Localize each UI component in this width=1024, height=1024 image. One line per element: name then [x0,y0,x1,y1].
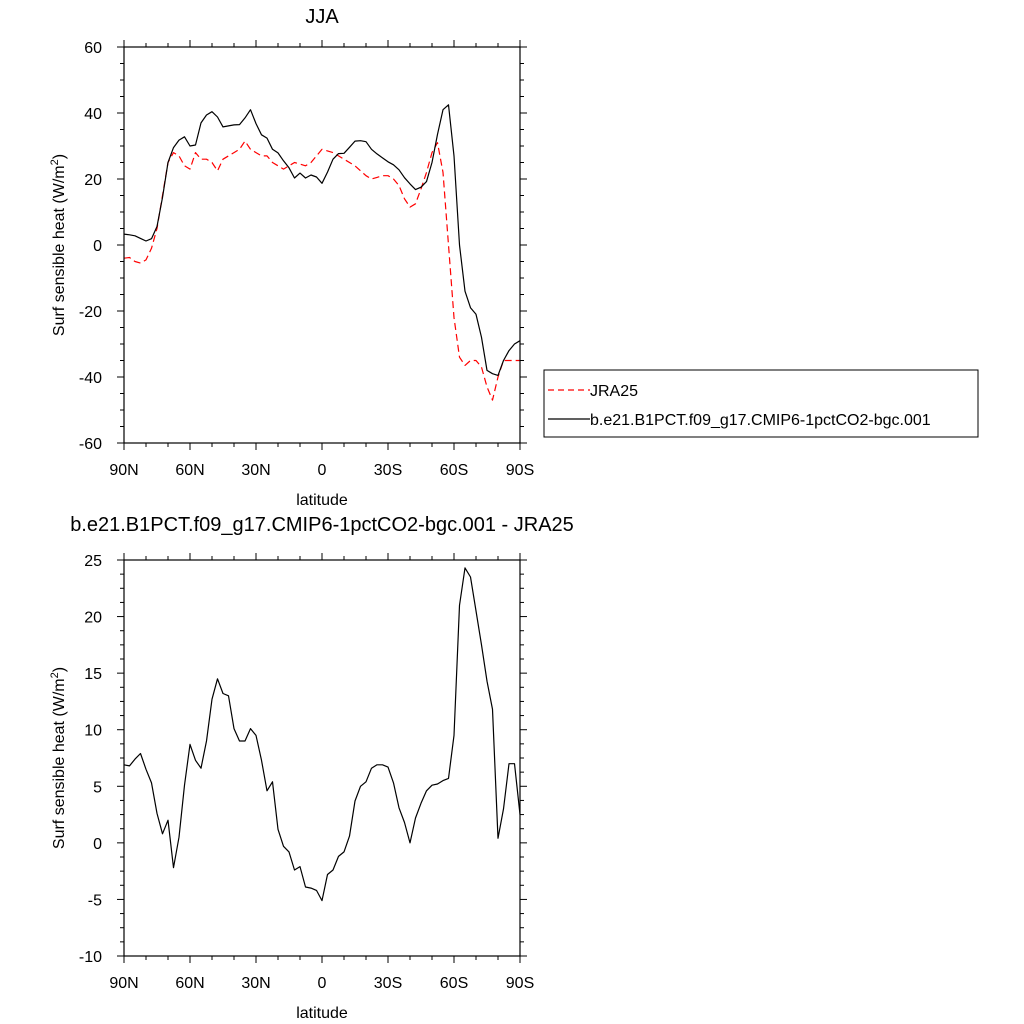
x-tick-label: 30N [241,462,270,479]
y-tick-label: 25 [84,553,102,570]
legend: JRA25 b.e21.B1PCT.f09_g17.CMIP6-1pctCO2-… [543,369,979,438]
x-tick-label: 60N [175,975,204,992]
x-tick-label: 60S [440,975,468,992]
x-tick-label: 30S [374,975,402,992]
top-chart-ylabel: Surf sensible heat (W/m2) [49,154,68,336]
top-chart-series [123,104,521,401]
series-line-jra25 [123,140,520,401]
x-tick-label: 0 [318,975,327,992]
x-tick-label: 30S [374,462,402,479]
bottom-chart-title: b.e21.B1PCT.f09_g17.CMIP6-1pctCO2-bgc.00… [70,514,574,536]
x-tick-label: 90N [109,975,138,992]
series-line-difference [123,567,521,902]
bottom-chart-ticks: -10 -5 0 5 10 15 20 25 90N 60N 30N 0 30S 60S 90S [79,553,534,992]
x-tick-label: 0 [318,462,327,479]
x-tick-label: 60N [175,462,204,479]
y-tick-label: 60 [84,40,102,57]
y-tick-label: -10 [79,949,102,966]
x-tick-label: 30N [241,975,270,992]
top-chart-ylabel-main: Surf sensible heat (W/m [51,165,68,336]
x-tick-label: 90S [506,975,534,992]
y-tick-label: 20 [84,172,102,189]
y-tick-label: 0 [93,238,102,255]
top-chart-ticks: -60 -40 -20 0 20 40 60 90N 60N 30N 0 30S 60S 90S [79,40,534,479]
legend-label-jra25: JRA25 [590,383,638,400]
y-tick-label: 15 [84,666,102,683]
bottom-chart-ylabel-main: Surf sensible heat (W/m [51,678,68,849]
y-tick-label: 5 [93,779,102,796]
top-chart-title: JJA [305,6,339,28]
y-tick-label: 0 [93,836,102,853]
bottom-chart-ylabel-close: ) [51,667,68,672]
bottom-chart-frame [123,559,521,957]
y-tick-label: 40 [84,106,102,123]
y-tick-label: -40 [79,370,102,387]
y-tick-label: -60 [79,436,102,453]
bottom-chart-series [123,567,521,902]
top-chart-frame [123,46,521,444]
x-tick-label: 90N [109,462,138,479]
y-tick-label: 20 [84,610,102,627]
legend-box [543,369,979,438]
bottom-chart-ylabel: Surf sensible heat (W/m2) [49,667,68,849]
top-chart-ylabel-sup: 2 [49,159,61,165]
series-line-b-e21-b1pct-f09-g17-cmip6-1pctco2-bgc-001 [123,104,521,376]
x-tick-label: 90S [506,462,534,479]
top-chart-xlabel: latitude [296,492,348,509]
y-tick-label: 10 [84,723,102,740]
y-tick-label: -5 [88,892,102,909]
bottom-chart-ylabel-sup: 2 [49,672,61,678]
legend-label-model: b.e21.B1PCT.f09_g17.CMIP6-1pctCO2-bgc.00… [590,412,931,429]
bottom-chart-xlabel: latitude [296,1005,348,1022]
y-tick-label: -20 [79,304,102,321]
top-chart-ylabel-close: ) [51,154,68,159]
x-tick-label: 60S [440,462,468,479]
bottom-chart: b.e21.B1PCT.f09_g17.CMIP6-1pctCO2-bgc.00… [49,514,574,1022]
